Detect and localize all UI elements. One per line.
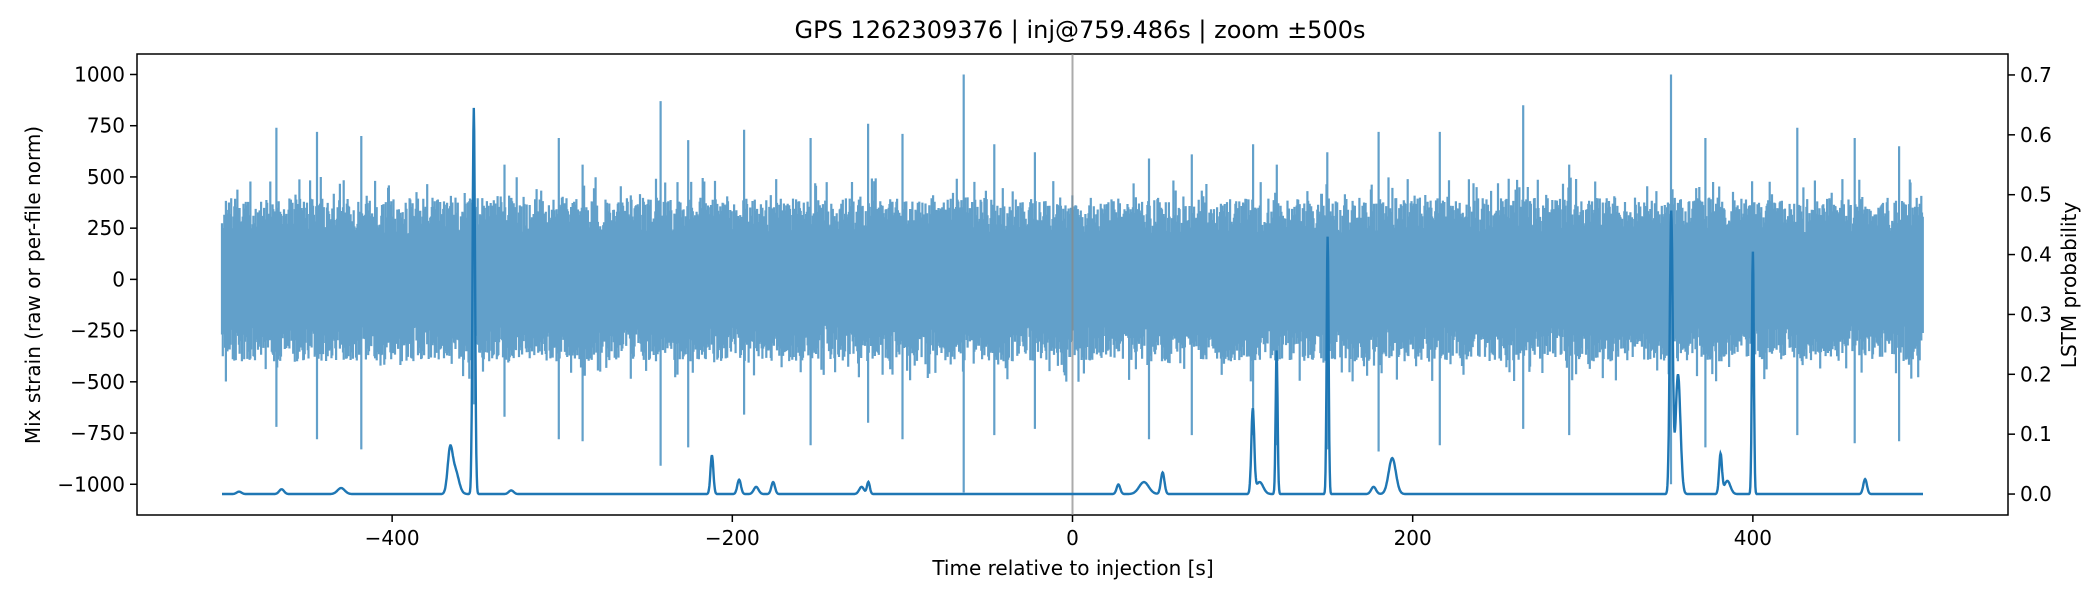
- y-right-tick-label: 0.3: [2020, 302, 2052, 326]
- y-right-tick-label: 0.4: [2020, 243, 2052, 267]
- chart-title: GPS 1262309376 | inj@759.486s | zoom ±50…: [794, 16, 1365, 44]
- y-right-tick-label: 0.5: [2020, 183, 2052, 207]
- y-left-tick-label: −500: [70, 370, 125, 394]
- strain-line: [220, 74, 1924, 493]
- plot-area: [136, 53, 2009, 516]
- y-axis-right-label: LSTM probability: [2057, 202, 2081, 369]
- x-tick-label: −200: [705, 526, 760, 550]
- y-right-tick-label: 0.2: [2020, 362, 2052, 386]
- y-left-tick-label: 750: [87, 114, 125, 138]
- x-tick-label: −400: [365, 526, 420, 550]
- strain-series: [220, 74, 1924, 493]
- x-axis: −400 −200 0 200 400: [365, 515, 1772, 550]
- x-axis-label: Time relative to injection [s]: [931, 556, 1213, 580]
- x-tick-label: 400: [1734, 526, 1772, 550]
- y-left-tick-label: 500: [87, 165, 125, 189]
- x-tick-label: 200: [1394, 526, 1432, 550]
- y-axis-left-label: Mix strain (raw or per-file norm): [21, 126, 45, 444]
- y-left-tick-label: −250: [70, 319, 125, 343]
- y-right-tick-label: 0.0: [2020, 482, 2052, 506]
- y-axis-left: 1000 750 500 250 0 −250 −500 −750 −1000: [57, 62, 137, 496]
- y-right-tick-label: 0.7: [2020, 63, 2052, 87]
- y-left-tick-label: 1000: [74, 62, 125, 86]
- x-tick-label: 0: [1066, 526, 1079, 550]
- y-left-tick-label: 0: [112, 267, 125, 291]
- y-left-tick-label: −750: [70, 421, 125, 445]
- probability-series: [222, 107, 1923, 496]
- y-left-tick-label: −1000: [57, 472, 125, 496]
- y-axis-right: 0.7 0.6 0.5 0.4 0.3 0.2 0.1 0.0: [2008, 63, 2052, 506]
- probability-line: [222, 107, 1923, 496]
- y-left-tick-label: 250: [87, 216, 125, 240]
- y-right-tick-label: 0.1: [2020, 422, 2052, 446]
- y-right-tick-label: 0.6: [2020, 123, 2052, 147]
